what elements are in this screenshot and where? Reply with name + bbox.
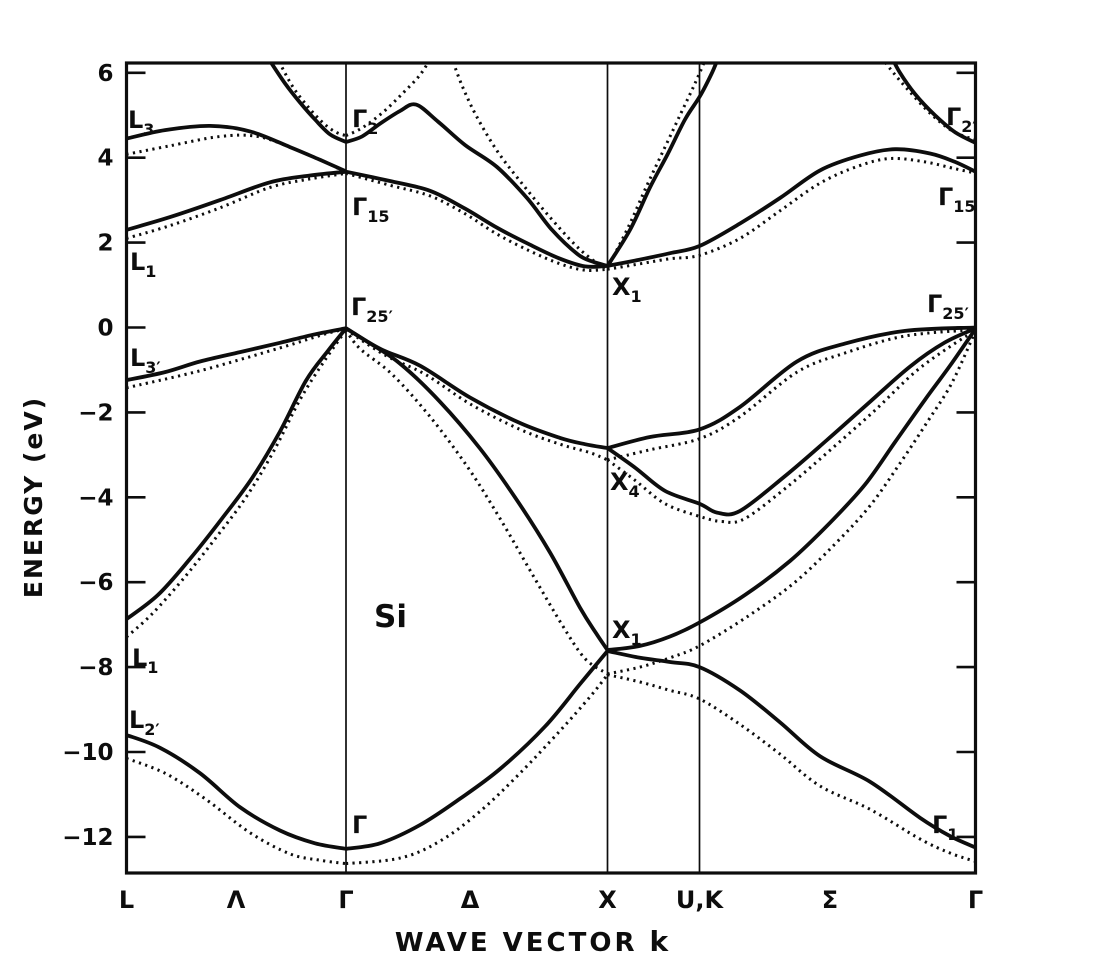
valence-band-1-dotted-seg2 xyxy=(607,673,976,863)
point-label-G15-right: Γ15 xyxy=(938,183,976,216)
y-tick-label--8: −8 xyxy=(78,655,113,681)
conduction-band-1-seg2 xyxy=(607,147,976,268)
valence-band-2-seg0 xyxy=(126,327,348,621)
x-axis-title: WAVE VECTOR k xyxy=(395,925,671,958)
point-label-L3-upper: L3 xyxy=(128,106,154,139)
point-label-X1-conduction: X1 xyxy=(612,273,642,306)
x-kpoint-label-Σ: Σ xyxy=(822,886,838,914)
point-label-G15-left: Γ15 xyxy=(352,193,390,226)
y-tick-label--6: −6 xyxy=(78,570,113,596)
point-label-L1-valence: L1 xyxy=(132,644,158,677)
y-tick-label-0: 0 xyxy=(97,316,113,342)
x-kpoint-label-Γ: Γ xyxy=(338,886,353,914)
valence-band-3-seg1 xyxy=(345,326,608,450)
x-kpoint-label-U,K: U,K xyxy=(676,886,725,914)
gamma2-conduction-band-dotted-seg0 xyxy=(278,63,347,138)
point-label-L1-conduction: L1 xyxy=(130,248,156,281)
conduction-band-1-dotted-seg1 xyxy=(345,171,608,272)
conduction-band-1-dotted-seg2 xyxy=(607,156,976,271)
x-kpoint-label-X: X xyxy=(598,886,617,914)
y-tick-label-2: 2 xyxy=(97,231,113,257)
gamma2-conduction-band-right xyxy=(892,63,976,145)
y-tick-label--12: −12 xyxy=(62,825,113,851)
valence-band-2-dotted-seg1 xyxy=(344,329,609,676)
x-kpoint-label-Δ: Δ xyxy=(461,886,480,914)
y-tick-label--2: −2 xyxy=(78,400,113,426)
valence-band-3-dotted-seg2 xyxy=(606,329,976,524)
x-kpoint-label-Γ: Γ xyxy=(968,886,983,914)
gamma2-conduction-band-seg1 xyxy=(345,102,609,268)
valence-band-3-seg2 xyxy=(606,326,976,517)
gamma2-conduction-band-seg0 xyxy=(269,63,347,144)
valence-band-4 xyxy=(607,325,976,450)
point-label-G1-right: Γ1 xyxy=(932,811,958,844)
y-tick-label--10: −10 xyxy=(62,740,113,766)
valence-band-2-dotted-seg0 xyxy=(126,329,348,639)
plot-frame xyxy=(124,61,978,875)
x-kpoint-label-L: L xyxy=(119,886,134,914)
conduction-band-1-dotted-seg0 xyxy=(126,171,347,240)
valence-band-4-dotted xyxy=(607,328,976,462)
conduction-band-1-seg0 xyxy=(126,169,347,232)
point-label-G25p-left: Γ25′ xyxy=(351,293,393,326)
valence-band-1-dotted-seg0 xyxy=(126,756,347,866)
valence-band-1-dotted-seg1 xyxy=(345,673,609,866)
x1-conduction-steep-band xyxy=(605,63,719,267)
valence-band-2-seg2 xyxy=(607,327,976,652)
point-label-G2p-right: Γ2′ xyxy=(946,103,977,136)
valence-band-1-seg2 xyxy=(607,649,976,850)
valence-band-1-seg0 xyxy=(126,733,347,851)
band-curves xyxy=(126,63,976,866)
valence-band-3-dotted-seg1 xyxy=(345,328,609,462)
valence-band-3-seg0 xyxy=(126,326,347,382)
x-kpoint-label-Λ: Λ xyxy=(227,886,246,914)
point-label-L2p: L2′ xyxy=(129,706,160,739)
x1-conduction-steep-band-dotted xyxy=(606,63,706,269)
point-label-L3p: L3′ xyxy=(130,344,161,377)
y-axis-title: ENERGY (eV) xyxy=(19,396,48,598)
valence-band-1-seg1 xyxy=(345,649,609,851)
gamma2-conduction-band-right-dotted xyxy=(884,63,976,142)
y-tick-label-6: 6 xyxy=(97,61,113,87)
point-label-G2p-left: Γ2′ xyxy=(352,105,383,138)
point-label-X1-valence: X1 xyxy=(612,616,642,649)
conduction-band-L3-dotted xyxy=(126,133,347,174)
point-label-material: Si xyxy=(374,599,407,635)
conduction-band-1-seg1 xyxy=(345,169,608,269)
point-label-X4: X4 xyxy=(610,468,640,501)
valence-band-2-dotted-seg2 xyxy=(607,330,976,676)
y-tick-label-4: 4 xyxy=(97,146,113,172)
y-tick-label--4: −4 xyxy=(78,485,113,511)
gamma2-conduction-band-dotted-seg2 xyxy=(451,63,609,270)
point-label-G25p-right: Γ25′ xyxy=(927,290,969,323)
point-label-G1-left: Γ xyxy=(352,811,367,839)
